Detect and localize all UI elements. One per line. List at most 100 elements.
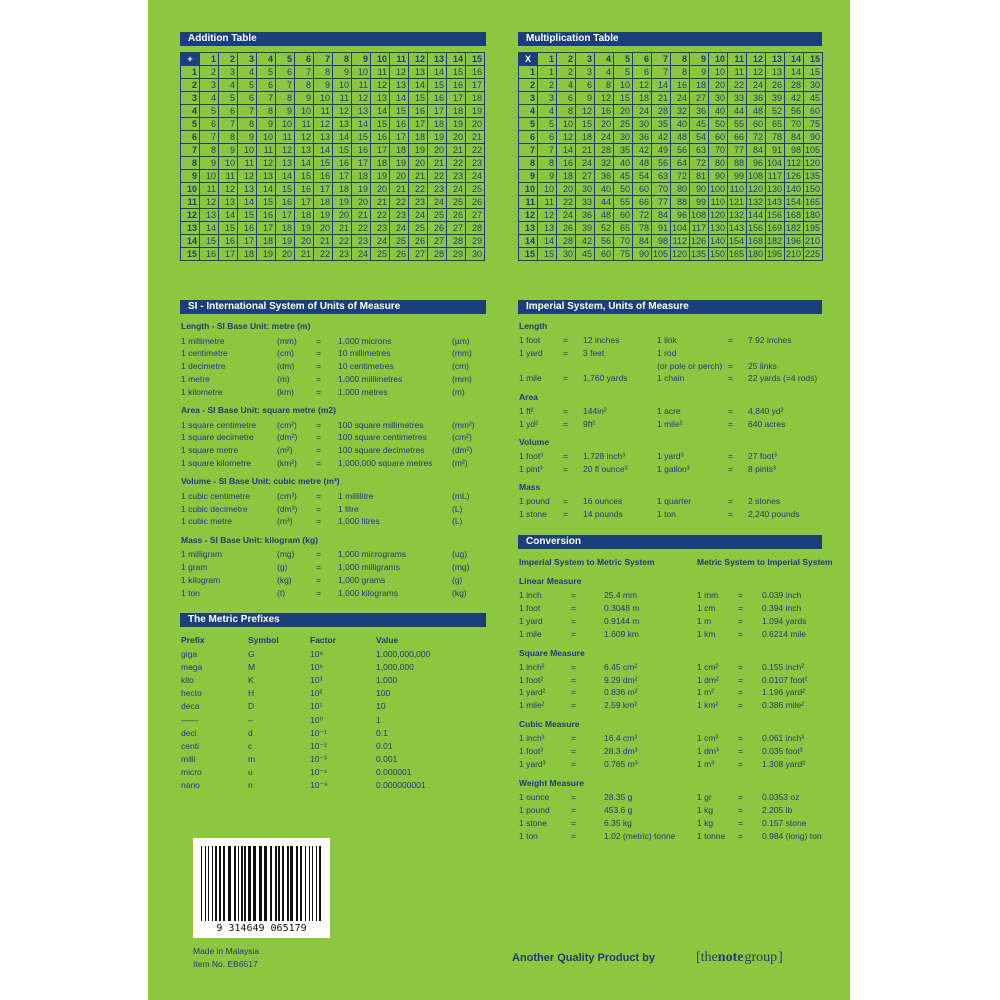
table-cell: 11 — [294, 117, 314, 131]
unit-text: 1,000 micrograms — [338, 549, 407, 560]
unit-text: 1 cm² — [697, 661, 719, 672]
table-cell: 21 — [294, 247, 314, 261]
section-header: The Metric Prefixes — [180, 613, 486, 627]
unit-text: 1 mile² — [657, 418, 683, 429]
table-cell: 11 — [332, 91, 352, 105]
table-cell: 18 — [351, 169, 371, 183]
table-cell: 6 — [537, 130, 557, 144]
table-cell: 17 — [351, 156, 371, 170]
unit-text: = — [563, 463, 568, 474]
barcode-bar — [248, 846, 251, 921]
unit-text: 453.6 g — [604, 804, 633, 815]
unit-text: = — [738, 700, 743, 711]
unit-text: 0.0353 oz — [762, 791, 800, 802]
column-header: 4 — [256, 52, 276, 66]
brand-part: ] — [778, 950, 783, 965]
table-cell: 50 — [613, 182, 633, 196]
table-cell: 15 — [389, 104, 409, 118]
unit-text: 1 foot — [519, 335, 541, 345]
unit-text: 0.6214 mile — [762, 628, 806, 639]
row-header: 8 — [518, 156, 538, 170]
table-cell: 78 — [765, 130, 785, 144]
table-cell: 84 — [746, 143, 766, 157]
barcode-bar — [312, 846, 313, 921]
table-cell: 8 — [537, 156, 557, 170]
unit-text: = — [738, 746, 743, 757]
prefix-text: 10⁻² — [310, 740, 327, 751]
table-cell: 13 — [218, 195, 238, 209]
table-cell: 15 — [218, 221, 238, 235]
table-cell: 19 — [427, 130, 447, 144]
table-cell: 24 — [670, 91, 690, 105]
unit-text: 1 m² — [697, 687, 714, 698]
row-header: 5 — [518, 117, 538, 131]
table-cell: 11 — [218, 169, 238, 183]
table-cell: 11 — [351, 78, 371, 92]
table-cell: 10 — [708, 65, 728, 79]
group-heading: Volume — [519, 436, 550, 447]
table-row: 8 8 16 24 32 40 48 56 64 72 80 88 96 104 112 120 — [518, 156, 823, 170]
unit-text: 25 links — [748, 360, 777, 371]
unit-text: = — [316, 561, 321, 572]
table-cell: 60 — [803, 104, 823, 118]
table-cell: 21 — [332, 221, 352, 235]
table-cell: 14 — [351, 117, 371, 131]
table-cell: 30 — [708, 91, 728, 105]
unit-text: = — [316, 419, 321, 430]
section-header: Multiplication Table — [518, 32, 822, 46]
column-header: 9 — [689, 52, 709, 66]
row-header: 6 — [518, 130, 538, 144]
table-row: 12 12 24 36 48 60 72 84 96 108 120 132 144 156 168 180 — [518, 208, 823, 222]
unit-text: 1 foot — [519, 602, 541, 613]
unit-text: 2,240 pounds — [748, 508, 800, 519]
table-cell: 21 — [370, 195, 390, 209]
unit-text: (cm) — [452, 361, 469, 372]
unit-text: 0.157 stone — [762, 817, 807, 828]
unit-text: 1 litre — [338, 503, 359, 514]
table-cell: 48 — [632, 156, 652, 170]
section-header: Imperial System, Units of Measure — [518, 300, 822, 314]
table-cell: 18 — [556, 169, 576, 183]
group-heading: Volume - SI Base Unit: cubic metre (m³) — [181, 476, 340, 487]
table-cell: 15 — [803, 65, 823, 79]
table-cell: 9 — [689, 65, 709, 79]
table-cell: 90 — [632, 247, 652, 261]
table-cell: 13 — [237, 182, 257, 196]
table-cell: 19 — [294, 221, 314, 235]
row-header: 1 — [180, 65, 200, 79]
column-header: 10 — [708, 52, 728, 66]
prefix-text: deci — [181, 727, 197, 738]
table-cell: 15 — [408, 91, 428, 105]
prefix-text: 0.000001 — [376, 766, 412, 777]
table-row: 15 16 17 18 19 20 21 22 23 24 25 26 27 28 29 30 — [180, 247, 485, 261]
table-row: 15 15 30 45 60 75 90 105 120 135 150 165 180 195 210 22… — [518, 247, 823, 261]
group-heading: Length — [519, 321, 548, 331]
table-cell: 12 — [275, 143, 295, 157]
unit-text: 1 dm³ — [697, 746, 719, 757]
unit-text: 1.609 km — [604, 628, 639, 639]
table-cell: 4 — [218, 78, 238, 92]
table-row: 9 9 18 27 36 45 54 63 72 81 90 99 108 117 126 135 — [518, 169, 823, 183]
row-header: 13 — [180, 221, 200, 235]
table-cell: 16 — [389, 117, 409, 131]
table-cell: 14 — [237, 195, 257, 209]
prefix-text: 1,000,000,000 — [376, 649, 431, 659]
table-row: 3 3 6 9 12 15 18 21 24 27 30 33 36 39 42 45 — [518, 91, 823, 105]
table-cell: 18 — [332, 182, 352, 196]
table-row: 7 8 9 10 11 12 13 14 15 16 17 18 19 20 21 22 — [180, 143, 485, 157]
prefix-text: 0.000000001 — [376, 780, 426, 790]
prefix-text: 10¹ — [310, 701, 323, 712]
prefix-text: D — [248, 701, 255, 712]
table-cell: 44 — [594, 195, 614, 209]
prefix-text: 1,000 — [376, 675, 398, 686]
unit-text: (mL) — [452, 490, 470, 501]
unit-text: 8 pints³ — [748, 463, 776, 474]
unit-text: = — [316, 503, 321, 514]
table-cell: 108 — [746, 169, 766, 183]
table-cell: 19 — [465, 104, 485, 118]
table-cell: 165 — [803, 195, 823, 209]
prefix-text: milli — [181, 753, 196, 764]
table-cell: 12 — [389, 65, 409, 79]
table-row: 11 11 22 33 44 55 66 77 88 99 110 121 132 143 154 165 — [518, 195, 823, 209]
corner-cell: + — [180, 52, 200, 66]
